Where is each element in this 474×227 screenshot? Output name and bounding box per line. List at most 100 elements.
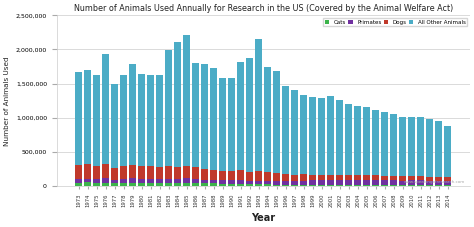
Bar (301, 94, 307, 175)
Bar (102, 54, 109, 164)
Bar (408, 185, 415, 186)
Bar (156, 167, 163, 179)
Bar (373, 110, 379, 175)
Bar (84, 70, 91, 164)
Bar (120, 179, 127, 183)
Bar (84, 179, 91, 182)
Bar (390, 185, 397, 186)
Bar (310, 97, 316, 175)
Bar (328, 185, 334, 186)
Bar (417, 176, 424, 180)
Bar (346, 180, 352, 185)
Bar (444, 178, 451, 181)
Bar (219, 180, 226, 184)
Bar (75, 165, 82, 179)
Bar (84, 164, 91, 179)
Bar (264, 67, 271, 172)
Bar (174, 183, 181, 186)
Bar (444, 185, 451, 186)
Bar (174, 167, 181, 179)
Y-axis label: Number of Animals Used: Number of Animals Used (4, 56, 10, 146)
Bar (183, 178, 190, 183)
Bar (237, 170, 244, 180)
Bar (210, 170, 217, 180)
Bar (373, 175, 379, 180)
Bar (399, 185, 406, 186)
Bar (192, 183, 199, 186)
Bar (201, 183, 208, 186)
Bar (201, 169, 208, 180)
Bar (138, 166, 145, 179)
Bar (408, 117, 415, 176)
Bar (219, 171, 226, 180)
Bar (183, 35, 190, 166)
Bar (210, 183, 217, 186)
Bar (246, 172, 253, 181)
Bar (417, 185, 424, 186)
Bar (84, 182, 91, 186)
Bar (337, 180, 343, 185)
Bar (328, 175, 334, 180)
Legend: Cats, Primates, Dogs, All Other Animals: Cats, Primates, Dogs, All Other Animals (323, 18, 467, 26)
Bar (120, 75, 127, 166)
Bar (228, 180, 235, 184)
Bar (283, 174, 289, 181)
Bar (237, 180, 244, 184)
Bar (355, 175, 361, 180)
Bar (75, 72, 82, 165)
Bar (337, 185, 343, 186)
Bar (337, 175, 343, 180)
Bar (75, 179, 82, 183)
Bar (373, 180, 379, 185)
Bar (129, 178, 136, 183)
Bar (435, 181, 442, 185)
Bar (192, 63, 199, 168)
Bar (319, 185, 325, 186)
Bar (147, 179, 154, 183)
Bar (328, 96, 334, 175)
Bar (426, 185, 433, 186)
Bar (346, 175, 352, 180)
Bar (147, 75, 154, 166)
Bar (111, 183, 118, 186)
Text: www.speakingofresearch.com: www.speakingofresearch.com (404, 180, 465, 184)
Bar (319, 175, 325, 180)
Bar (346, 104, 352, 175)
Bar (273, 71, 280, 173)
Bar (111, 168, 118, 180)
Bar (111, 180, 118, 183)
Bar (210, 68, 217, 170)
Bar (283, 86, 289, 174)
Bar (120, 183, 127, 186)
X-axis label: Year: Year (251, 213, 275, 223)
Bar (310, 185, 316, 186)
Bar (292, 175, 298, 181)
Bar (382, 112, 388, 176)
Bar (319, 180, 325, 185)
Bar (93, 166, 100, 179)
Bar (382, 180, 388, 185)
Bar (264, 181, 271, 185)
Bar (301, 175, 307, 181)
Bar (273, 173, 280, 181)
Bar (228, 171, 235, 180)
Bar (328, 180, 334, 185)
Bar (273, 181, 280, 185)
Bar (264, 185, 271, 186)
Bar (301, 185, 307, 186)
Bar (264, 172, 271, 181)
Bar (301, 181, 307, 185)
Bar (120, 166, 127, 179)
Bar (273, 185, 280, 186)
Bar (364, 180, 370, 185)
Bar (399, 176, 406, 181)
Bar (219, 184, 226, 186)
Bar (93, 179, 100, 183)
Bar (102, 178, 109, 183)
Bar (319, 98, 325, 175)
Bar (210, 180, 217, 183)
Bar (346, 185, 352, 186)
Bar (337, 101, 343, 175)
Bar (292, 181, 298, 185)
Bar (174, 42, 181, 167)
